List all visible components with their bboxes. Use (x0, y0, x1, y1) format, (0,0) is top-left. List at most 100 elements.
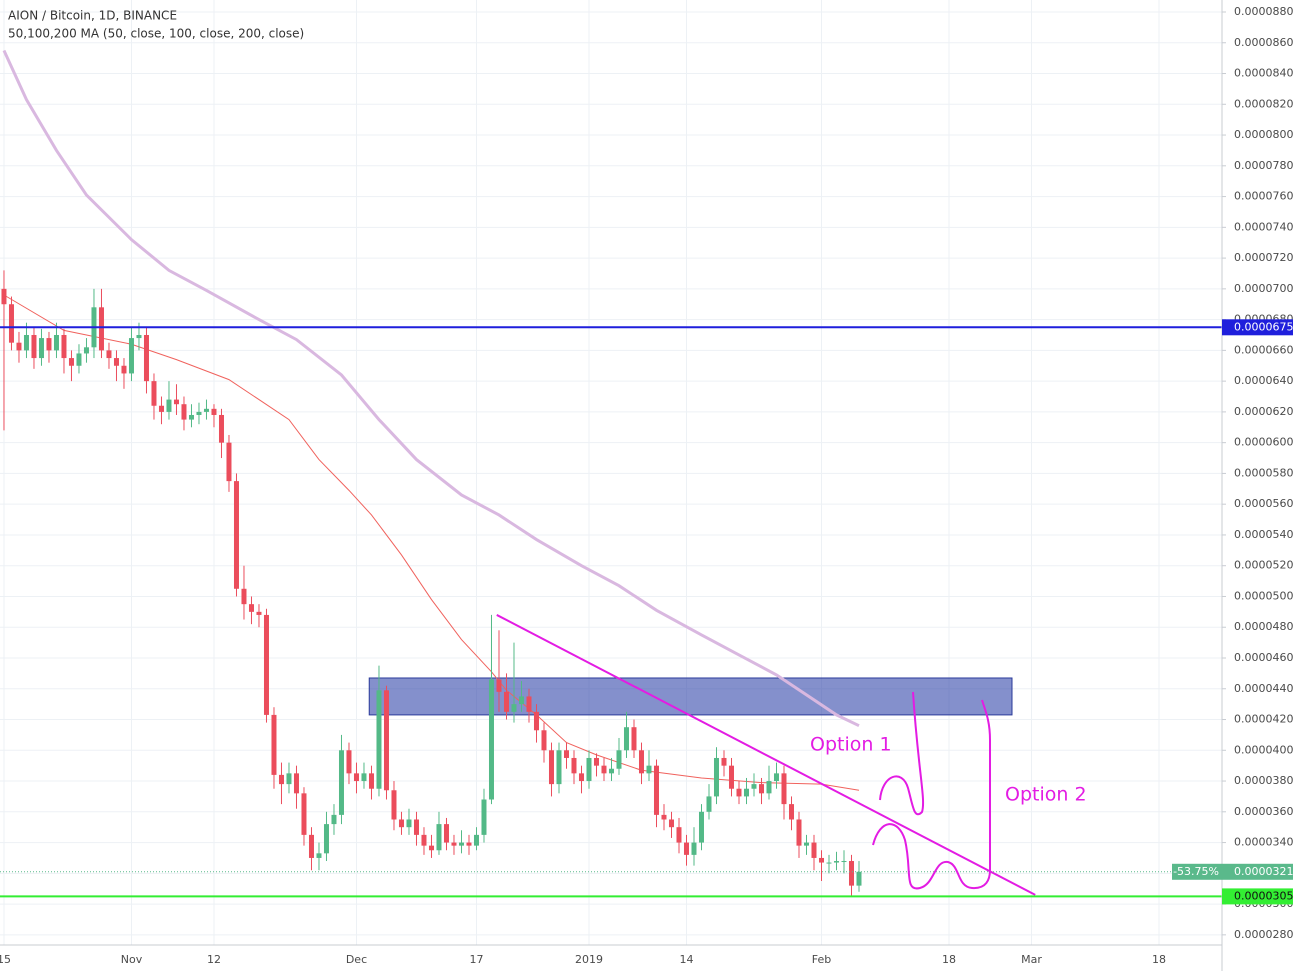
candle-body (151, 381, 157, 406)
candle-body (481, 799, 487, 835)
candle-body (211, 408, 217, 415)
y-tick-label: 0.0000700 (1234, 282, 1293, 295)
candle-body (856, 871, 862, 886)
candle-body (166, 399, 172, 412)
y-tick-label: 0.0000460 (1234, 651, 1293, 664)
candle-body (421, 834, 427, 846)
candle-body (683, 842, 689, 855)
candle-body (616, 750, 622, 769)
candle-body (563, 750, 569, 758)
candle-body (428, 845, 434, 851)
candle-body (83, 347, 89, 354)
candle-body (713, 757, 719, 797)
plot-area (0, 0, 1222, 945)
candle-body (181, 404, 187, 420)
candle-body (458, 842, 464, 846)
annotation: Option 2 (1005, 784, 1087, 806)
x-tick-label: Dec (346, 953, 367, 966)
axis-panel (1222, 0, 1293, 971)
x-tick-label: Mar (1021, 953, 1042, 966)
candle-body (766, 781, 772, 794)
candle-body (578, 773, 584, 782)
y-tick-label: 0.0000640 (1234, 374, 1293, 387)
moving-average (2, 49, 860, 728)
y-tick-label: 0.0000480 (1234, 620, 1293, 633)
x-tick-label: 14 (679, 953, 693, 966)
y-tick-label: 0.0000820 (1234, 97, 1293, 110)
candle-body (406, 819, 412, 828)
level-label: 0.0000305 (1234, 889, 1293, 902)
option2-path (872, 699, 991, 890)
candle-body (1, 288, 7, 305)
candle-body (143, 334, 149, 382)
y-tick-label: 0.0000840 (1234, 67, 1293, 80)
candle-body (218, 414, 224, 443)
candle-body (668, 819, 674, 828)
level-label: 0.0000675 (1234, 320, 1293, 333)
candle-body (571, 757, 577, 774)
candle-body (323, 824, 329, 854)
candle-body (248, 604, 254, 612)
trendline (496, 614, 1036, 896)
candle-body (818, 857, 824, 863)
y-tick-label: 0.0000620 (1234, 405, 1293, 418)
y-tick-label: 0.0000360 (1234, 805, 1293, 818)
candle-body (586, 757, 592, 782)
x-tick-label: Nov (121, 953, 143, 966)
candle-body (203, 408, 209, 412)
candle-body (233, 481, 239, 589)
candle-body (773, 773, 779, 782)
level-tag (1222, 888, 1293, 905)
candle-body (368, 773, 374, 789)
candle-body (466, 842, 472, 846)
candle-body (278, 774, 284, 785)
last-price-tag (1172, 863, 1293, 880)
candle-body (128, 338, 134, 374)
candle-body (638, 750, 644, 774)
candle-body (593, 757, 599, 766)
candle-body (241, 588, 247, 605)
candle-body (503, 691, 509, 712)
candle-body (848, 861, 854, 886)
candle-body (518, 696, 524, 705)
candle-body (548, 750, 554, 785)
candle-body (226, 442, 232, 482)
candle-body (826, 862, 832, 864)
chart-title: AION / Bitcoin, 1D, BINANCE (8, 9, 177, 23)
candle-body (751, 784, 757, 789)
option1-path (879, 691, 925, 816)
candle-body (488, 679, 494, 800)
candle-body (608, 768, 614, 774)
candle-body (16, 342, 22, 351)
candle-body (383, 690, 389, 791)
annotation: Option 1 (810, 734, 892, 756)
candle-body (788, 804, 794, 820)
candle-body (346, 750, 352, 774)
resistance-zone (368, 677, 1013, 716)
y-tick-label: 0.0000520 (1234, 559, 1293, 572)
y-tick-label: 0.0000740 (1234, 220, 1293, 233)
y-tick-label: 0.0000600 (1234, 436, 1293, 449)
candle-body (106, 350, 112, 359)
x-tick-label: 18 (942, 953, 956, 966)
level-tag (1222, 319, 1293, 336)
candle-body (721, 757, 727, 766)
y-tick-label: 0.0000800 (1234, 128, 1293, 141)
y-tick-label: 0.0000500 (1234, 589, 1293, 602)
last-price-label: 0.0000321 (1234, 865, 1293, 878)
y-tick-label: 0.0000760 (1234, 190, 1293, 203)
candle-body (661, 814, 667, 820)
y-tick-label: 0.0000780 (1234, 159, 1293, 172)
candle-body (623, 727, 629, 751)
candle-body (158, 405, 164, 412)
candle-body (38, 338, 44, 359)
y-tick-label: 0.0000540 (1234, 528, 1293, 541)
candle-body (833, 861, 839, 863)
y-tick-label: 0.0000580 (1234, 466, 1293, 479)
candle-body (698, 811, 704, 843)
candle-body (338, 750, 344, 815)
indicator-legend: 50,100,200 MA (50, close, 100, close, 20… (8, 27, 304, 41)
